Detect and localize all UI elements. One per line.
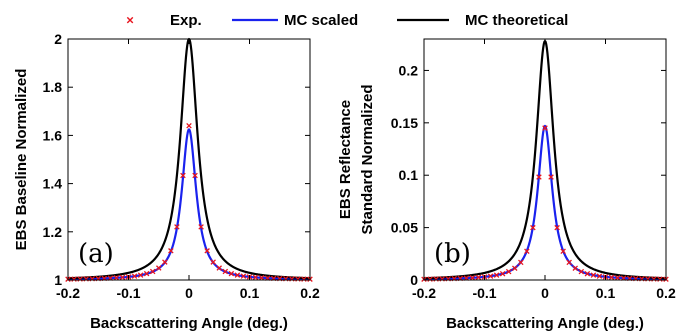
- data-point-exp: [149, 268, 156, 275]
- data-point-exp: [71, 276, 77, 282]
- data-point-exp: [162, 259, 168, 265]
- data-point-exp: [228, 270, 235, 277]
- data-point-exp: [131, 273, 138, 279]
- data-point-exp: [499, 270, 506, 277]
- data-point-exp: [301, 276, 307, 282]
- x-tick-label: 0.2: [300, 285, 320, 301]
- data-point-exp: [168, 248, 174, 254]
- data-point-exp: [511, 265, 518, 271]
- data-point-exp: [608, 274, 615, 281]
- data-point-exp: [469, 275, 476, 281]
- data-point-exp: [475, 274, 482, 281]
- x-axis-label: Backscattering Angle (deg.): [90, 315, 288, 332]
- data-point-exp: [216, 265, 223, 271]
- data-point-exp: [137, 272, 144, 278]
- y-tick-label: 0.15: [391, 115, 418, 131]
- data-point-exp: [487, 273, 494, 279]
- data-point-exp: [210, 259, 216, 265]
- data-point-exp: [560, 248, 566, 254]
- data-point-exp: [155, 265, 162, 271]
- data-point-exp: [258, 275, 265, 281]
- data-point-exp: [596, 273, 603, 279]
- panel-label: (a): [78, 239, 114, 269]
- data-point-exp: [427, 276, 433, 282]
- y-axis-label: EBS Reflectance: [337, 100, 354, 219]
- x-tick-label: 0.1: [240, 285, 260, 301]
- x-tick-label: -0.1: [472, 285, 496, 301]
- data-point-exp: [657, 276, 663, 282]
- data-point-exp: [77, 276, 83, 282]
- data-point-exp: [234, 272, 241, 278]
- data-point-exp: [198, 224, 204, 230]
- data-point-exp: [542, 125, 548, 131]
- data-point-exp: [524, 248, 530, 254]
- data-point-exp: [518, 259, 524, 266]
- data-point-exp: [222, 268, 229, 275]
- legend-item-mc-theoretical: MC theoretical: [397, 12, 568, 29]
- x-tick-label: 0: [185, 285, 193, 301]
- series-line-mc-scaled: [423, 124, 667, 281]
- data-point-exp: [554, 224, 560, 231]
- y-tick-label: 1.6: [43, 127, 63, 143]
- y-tick-label: 2: [54, 31, 62, 47]
- legend-label-mc-scaled: MC scaled: [284, 12, 358, 29]
- data-point-exp: [536, 174, 542, 180]
- y-tick-label: 0.05: [391, 220, 418, 236]
- data-point-exp: [180, 172, 186, 179]
- y-tick-label: 1: [54, 272, 62, 288]
- y-tick-label: 0.1: [399, 167, 419, 183]
- x-tick-label: -0.1: [116, 285, 140, 301]
- data-point-exp: [240, 273, 247, 279]
- data-point-exp: [566, 259, 572, 266]
- data-point-exp: [505, 268, 512, 275]
- data-point-exp: [548, 174, 554, 180]
- data-point-exp: [590, 272, 597, 278]
- data-point-exp: [252, 274, 259, 281]
- data-point-exp: [433, 276, 439, 282]
- legend-marker-exp: ×: [126, 12, 134, 27]
- data-point-exp: [578, 268, 585, 275]
- data-point-exp: [204, 248, 210, 254]
- data-point-exp: [572, 265, 579, 271]
- data-point-exp: [143, 270, 150, 277]
- legend-label-exp: Exp.: [170, 12, 202, 29]
- data-point-exp: [192, 172, 198, 179]
- x-tick-label: 0.2: [656, 285, 676, 301]
- data-point-exp: [174, 224, 180, 230]
- y-axis-label: EBS Baseline Normalized: [13, 69, 30, 251]
- x-tick-label: -0.2: [56, 285, 80, 301]
- data-point-exp: [119, 274, 126, 281]
- y-tick-label: 1.8: [43, 79, 63, 95]
- data-point-exp: [113, 275, 120, 281]
- panel-label: (b): [434, 239, 471, 269]
- data-point-exp: [651, 276, 657, 282]
- y-axis-label: Standard Normalized: [359, 84, 376, 234]
- chart-panel-b: -0.2 -0.1 0 0.1 0.2 0 0.05 0.1 0.15 0.2 Backscatte…: [337, 38, 676, 332]
- series-line-mc-scaled: [67, 128, 311, 281]
- data-point-exp: [584, 270, 591, 277]
- y-tick-label: 1.2: [43, 224, 63, 240]
- x-tick-label: -0.2: [412, 285, 436, 301]
- data-point-exp: [530, 224, 536, 231]
- x-tick-label: 0: [541, 285, 549, 301]
- legend-label-mc-theoretical: MC theoretical: [465, 12, 568, 29]
- y-tick-label: 0: [410, 272, 418, 288]
- x-axis-label: Backscattering Angle (deg.): [446, 315, 644, 332]
- data-point-exp: [186, 123, 192, 129]
- y-tick-label: 1.4: [43, 176, 63, 192]
- y-tick-label: 0.2: [399, 62, 419, 78]
- data-point-exp: [295, 276, 301, 282]
- data-point-exp: [614, 275, 621, 281]
- legend: × Exp. MC scaled MC theoretical: [126, 12, 568, 29]
- chart-panel-a: -0.2 -0.1 0 0.1 0.2 1 1.2 1.4 1.6 1.8 2 Backscatter…: [13, 31, 320, 332]
- legend-item-mc-scaled: MC scaled: [232, 12, 358, 29]
- legend-item-exp: × Exp.: [126, 12, 201, 29]
- data-point-exp: [493, 272, 500, 278]
- x-tick-label: 0.1: [596, 285, 616, 301]
